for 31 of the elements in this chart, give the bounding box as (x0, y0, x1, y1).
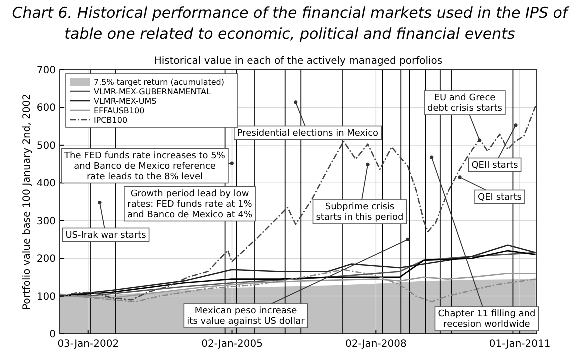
chart-title: Chart 6. Historical performance of the financial markets used in the IPS of table one related to economic, political and financial events (12, 4, 570, 43)
y-tick-label: 400 (36, 178, 56, 190)
y-tick-label: 600 (36, 103, 56, 114)
legend-label: IPCB100 (94, 116, 128, 125)
annotation: The FED funds rate increases to 5% and Banco de Mexico reference rate leads to the 8% level (64, 151, 226, 182)
y-tick-label: 300 (36, 216, 56, 228)
line-series (59, 106, 536, 301)
annotation: US-Irak war starts (66, 230, 147, 241)
y-tick-label: 200 (36, 254, 56, 266)
annotation: Growth period lead by low rates: FED funds rate at 1% and Banco de Mexico at 4% (127, 189, 253, 220)
legend-label: EFFAUSB100 (94, 106, 145, 116)
x-tick-label: 02-Jan-2005 (202, 339, 263, 350)
y-tick-label: 100 (36, 292, 56, 303)
annotation: EU and Grece debt crisis starts (428, 94, 503, 114)
annotation: QEI starts (478, 192, 522, 203)
y-axis-title: Portfolio value base 100 January 2nd, 2002 (22, 94, 33, 310)
legend-label: 7.5% target return (acumulated) (94, 78, 224, 87)
annotation: Subprime crisis starts in this period (316, 202, 404, 223)
legend-label: VLMR-MEX-GUBERNAMENTAL (94, 88, 212, 96)
annotation: Mexican peso increase its value against US dollar (187, 306, 306, 327)
annotation: Chapter 11 filling and recesion worldwide (438, 310, 536, 330)
annotation: QEII starts (472, 160, 519, 171)
y-tick-label: 700 (36, 66, 56, 76)
legend-label: VLMR-MEX-UMS (94, 97, 157, 106)
y-tick-label: 500 (36, 140, 56, 152)
y-tick-label: 0 (50, 330, 56, 340)
x-tick-label: 03-Jan-2002 (58, 339, 120, 350)
x-tick-label: 02-Jan-2008 (345, 339, 407, 350)
annotation: Presidential elections in Mexico (237, 128, 380, 139)
chart-subtitle: Historical value in each of the actively managed porfolios (154, 56, 443, 67)
x-tick-label: 01-Jan-2011 (489, 339, 551, 350)
